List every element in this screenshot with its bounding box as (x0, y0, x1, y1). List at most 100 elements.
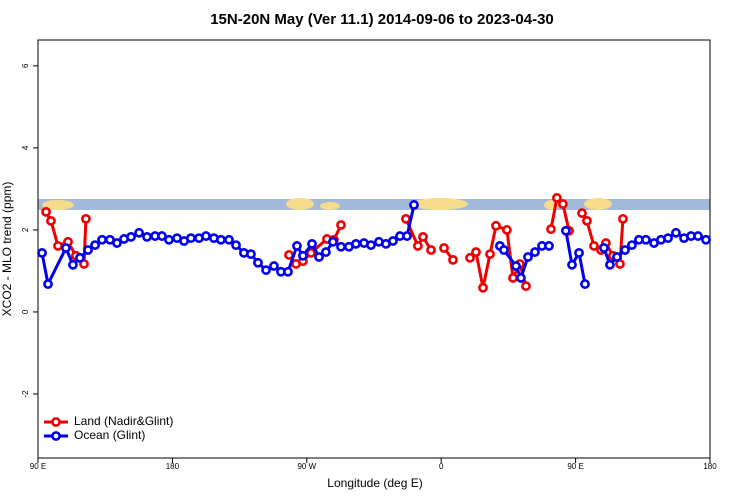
land-patch (584, 198, 612, 210)
data-point (37, 247, 47, 258)
x-tick-label: 180 (703, 462, 717, 471)
land-patch (412, 198, 468, 210)
data-point (402, 231, 412, 241)
data-point (216, 234, 226, 245)
data-point (580, 279, 590, 289)
data-point (491, 220, 501, 231)
y-tick-label: 2 (21, 227, 30, 232)
data-point (75, 252, 85, 263)
data-point (292, 241, 302, 251)
data-point (641, 234, 651, 245)
y-tick-label: -2 (21, 390, 30, 398)
data-point (298, 250, 308, 261)
data-point (336, 220, 346, 230)
data-point (68, 259, 78, 270)
data-point (508, 273, 518, 283)
data-point (485, 249, 495, 260)
data-point (328, 236, 338, 247)
data-point (164, 234, 174, 245)
land-patch (42, 200, 74, 210)
data-point (544, 241, 554, 251)
data-point (620, 245, 630, 255)
data-point (314, 252, 324, 262)
data-point (671, 227, 681, 238)
data-point (521, 281, 531, 292)
data-point (599, 243, 609, 253)
data-point (478, 282, 488, 293)
data-point (112, 238, 122, 248)
data-point (46, 216, 56, 226)
data-point (366, 240, 376, 251)
legend-marker (51, 431, 61, 441)
data-point (516, 273, 526, 283)
data-point (253, 257, 263, 268)
y-tick-label: 4 (21, 145, 30, 150)
data-point (511, 261, 521, 271)
data-point (401, 213, 411, 224)
data-point (336, 241, 346, 252)
x-tick-label: 0 (439, 462, 444, 471)
data-point (626, 240, 637, 251)
data-point (546, 224, 556, 235)
legend-marker (51, 417, 61, 427)
data-point (186, 233, 196, 244)
data-point (134, 227, 144, 238)
data-point (306, 247, 316, 258)
data-point (582, 216, 592, 226)
data-point (246, 249, 256, 260)
x-tick-label: 90 W (297, 462, 316, 471)
data-point (388, 236, 398, 246)
data-point (663, 233, 673, 244)
data-point (81, 213, 91, 224)
data-point (552, 193, 562, 203)
data-point (409, 200, 419, 210)
data-point (574, 247, 584, 258)
data-point (448, 254, 458, 265)
data-point (693, 231, 703, 241)
data-point (560, 225, 571, 236)
data-point (307, 238, 317, 249)
data-point (224, 234, 234, 245)
plot-frame (37, 39, 711, 459)
data-point (351, 238, 361, 249)
x-tick-label: 180 (166, 462, 180, 471)
data-point (426, 245, 436, 255)
data-point (269, 261, 279, 271)
data-point (558, 199, 568, 209)
data-point (283, 266, 293, 277)
y-tick-label: 0 (21, 309, 30, 314)
data-point (126, 231, 136, 242)
data-point (502, 225, 512, 235)
data-point (471, 247, 481, 257)
data-point (157, 231, 167, 241)
legend-label: Ocean (Glint) (74, 428, 145, 442)
data-point (618, 213, 628, 224)
x-axis-label: Longitude (deg E) (327, 476, 422, 490)
x-tick-label: 90 E (30, 462, 46, 471)
data-point (142, 231, 152, 242)
y-axis-label: XCO2 - MLO trend (ppm) (0, 182, 14, 317)
data-point (530, 247, 540, 257)
data-point (418, 231, 428, 242)
data-point (41, 206, 51, 217)
data-point (523, 252, 533, 262)
data-point (97, 234, 107, 245)
data-point (261, 265, 271, 276)
data-point (577, 208, 587, 219)
data-point (413, 241, 423, 251)
data-point (701, 234, 711, 245)
data-point (53, 241, 63, 251)
data-point (465, 252, 475, 263)
land-patch (320, 202, 340, 210)
data-point (61, 243, 71, 253)
data-point (605, 259, 615, 270)
y-tick-label: 6 (21, 63, 30, 68)
data-point (439, 243, 449, 253)
data-point (201, 231, 211, 241)
map-band (38, 198, 710, 210)
ocean-band (38, 199, 710, 210)
land-patch (286, 198, 314, 210)
data-point (43, 279, 53, 289)
data-point (231, 240, 241, 251)
